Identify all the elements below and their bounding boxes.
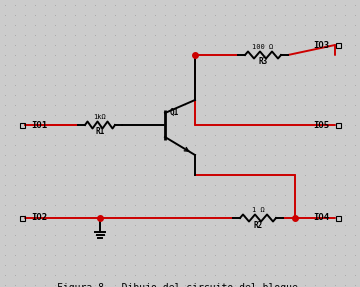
Bar xyxy=(19,123,24,127)
Bar xyxy=(336,123,341,127)
Text: R1: R1 xyxy=(95,127,105,137)
Text: 1 Ω: 1 Ω xyxy=(252,207,264,213)
Text: R2: R2 xyxy=(253,220,263,230)
Text: IO2: IO2 xyxy=(31,214,47,222)
Text: IO3: IO3 xyxy=(313,40,329,49)
Text: R3: R3 xyxy=(258,57,267,67)
Text: Figura 8 - Dibujo del circuito del bloque.: Figura 8 - Dibujo del circuito del bloqu… xyxy=(57,283,303,287)
Text: Q1: Q1 xyxy=(170,108,179,117)
Text: IO4: IO4 xyxy=(313,214,329,222)
Bar xyxy=(336,216,341,220)
Bar xyxy=(336,42,341,48)
Text: IO1: IO1 xyxy=(31,121,47,129)
Text: 1kΩ: 1kΩ xyxy=(94,114,106,120)
Bar xyxy=(19,216,24,220)
Text: IO5: IO5 xyxy=(313,121,329,129)
Text: 100 Ω: 100 Ω xyxy=(252,44,274,50)
